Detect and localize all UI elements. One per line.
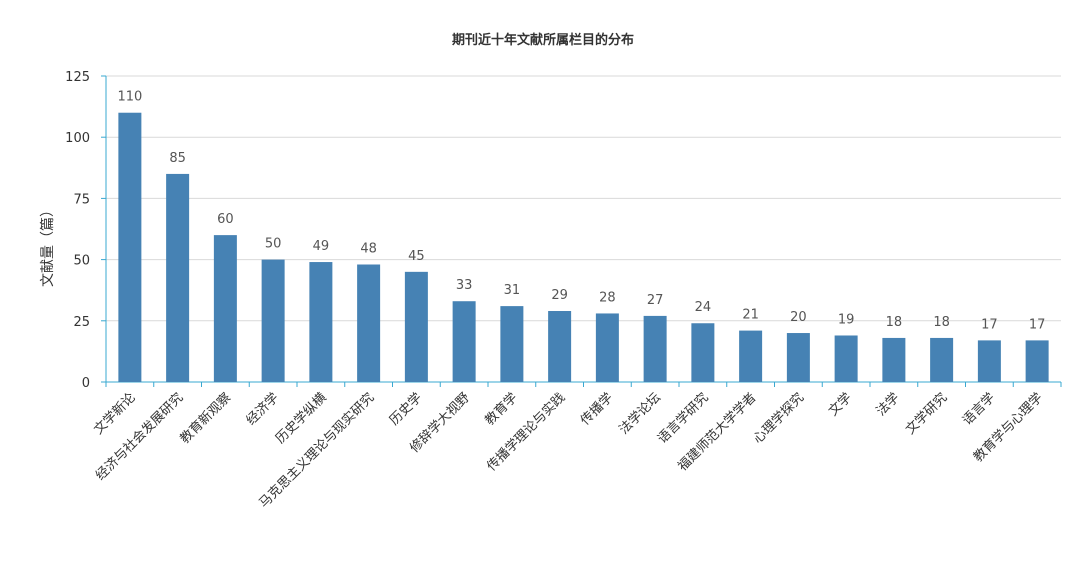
data-label: 60 bbox=[217, 212, 234, 227]
x-tick-label: 福建师范大学学者 bbox=[675, 390, 760, 475]
bar[interactable] bbox=[118, 112, 142, 382]
data-label: 48 bbox=[360, 241, 377, 256]
data-label: 24 bbox=[695, 300, 712, 315]
x-tick-label: 传播学 bbox=[577, 390, 616, 429]
data-label: 27 bbox=[647, 293, 664, 308]
data-label: 21 bbox=[742, 308, 759, 323]
bar[interactable] bbox=[357, 264, 381, 382]
data-label: 50 bbox=[265, 237, 282, 252]
bar[interactable] bbox=[166, 173, 190, 382]
x-tick-label: 教育学 bbox=[482, 390, 521, 429]
data-label: 110 bbox=[117, 90, 142, 105]
x-tick-label: 法学 bbox=[873, 390, 903, 420]
x-tick-label: 文学新论 bbox=[91, 390, 139, 438]
data-label: 18 bbox=[933, 315, 950, 330]
data-labels: 110 85 60 50 49 48 45 33 31 29 28 27 24 21 20 19 18 18 17 1… bbox=[117, 90, 1045, 333]
x-tick-label: 文学 bbox=[825, 390, 855, 420]
x-tick-label: 教育新观察 bbox=[177, 390, 234, 447]
x-tick-label: 法学论坛 bbox=[616, 390, 664, 438]
y-tick-label: 0 bbox=[82, 376, 90, 391]
bar[interactable] bbox=[882, 337, 906, 382]
data-label: 49 bbox=[313, 239, 330, 254]
data-label: 19 bbox=[838, 312, 855, 327]
data-label: 31 bbox=[504, 283, 521, 298]
data-label: 18 bbox=[886, 315, 903, 330]
bars bbox=[118, 112, 1049, 382]
data-label: 85 bbox=[169, 151, 186, 166]
gridlines bbox=[106, 75, 1061, 322]
data-label: 17 bbox=[1029, 317, 1046, 332]
bar[interactable] bbox=[404, 271, 428, 382]
bar[interactable] bbox=[834, 335, 858, 382]
data-label: 28 bbox=[599, 290, 616, 305]
bar[interactable] bbox=[739, 330, 763, 382]
bar[interactable] bbox=[595, 313, 619, 382]
bar[interactable] bbox=[261, 259, 285, 382]
data-label: 45 bbox=[408, 249, 425, 264]
bar[interactable] bbox=[500, 306, 524, 382]
y-tick-label: 100 bbox=[65, 131, 90, 146]
data-label: 29 bbox=[551, 288, 568, 303]
bar[interactable] bbox=[786, 333, 810, 382]
bar[interactable] bbox=[1025, 340, 1049, 382]
x-tick-label: 传播学理论与实践 bbox=[484, 390, 569, 475]
bar[interactable] bbox=[930, 337, 954, 382]
y-tick-label: 50 bbox=[73, 254, 90, 269]
x-tick-label: 历史学 bbox=[386, 390, 425, 429]
y-tick-labels: 0 25 50 75 100 125 bbox=[65, 70, 90, 391]
axes bbox=[101, 75, 1062, 387]
bar[interactable] bbox=[309, 262, 333, 382]
bar[interactable] bbox=[643, 315, 667, 382]
y-tick-label: 125 bbox=[65, 70, 90, 85]
x-tick-label: 心理学探究 bbox=[750, 390, 807, 447]
bar[interactable] bbox=[548, 311, 572, 382]
bar[interactable] bbox=[213, 235, 237, 382]
x-tick-label: 语言学 bbox=[959, 390, 998, 429]
data-label: 20 bbox=[790, 310, 807, 325]
y-tick-label: 25 bbox=[73, 315, 90, 330]
bar[interactable] bbox=[977, 340, 1001, 382]
y-axis-label: 文献量（篇） bbox=[40, 203, 56, 287]
data-label: 17 bbox=[981, 317, 998, 332]
x-tick-label: 文学研究 bbox=[902, 390, 950, 438]
chart-title: 期刊近十年文献所属栏目的分布 bbox=[452, 32, 634, 48]
y-tick-label: 75 bbox=[73, 192, 90, 207]
x-tick-label: 经济与社会发展研究 bbox=[92, 390, 186, 484]
bar[interactable] bbox=[691, 323, 715, 382]
x-tick-label: 经济学 bbox=[243, 390, 282, 429]
bar[interactable] bbox=[452, 301, 476, 382]
data-label: 33 bbox=[456, 278, 473, 293]
